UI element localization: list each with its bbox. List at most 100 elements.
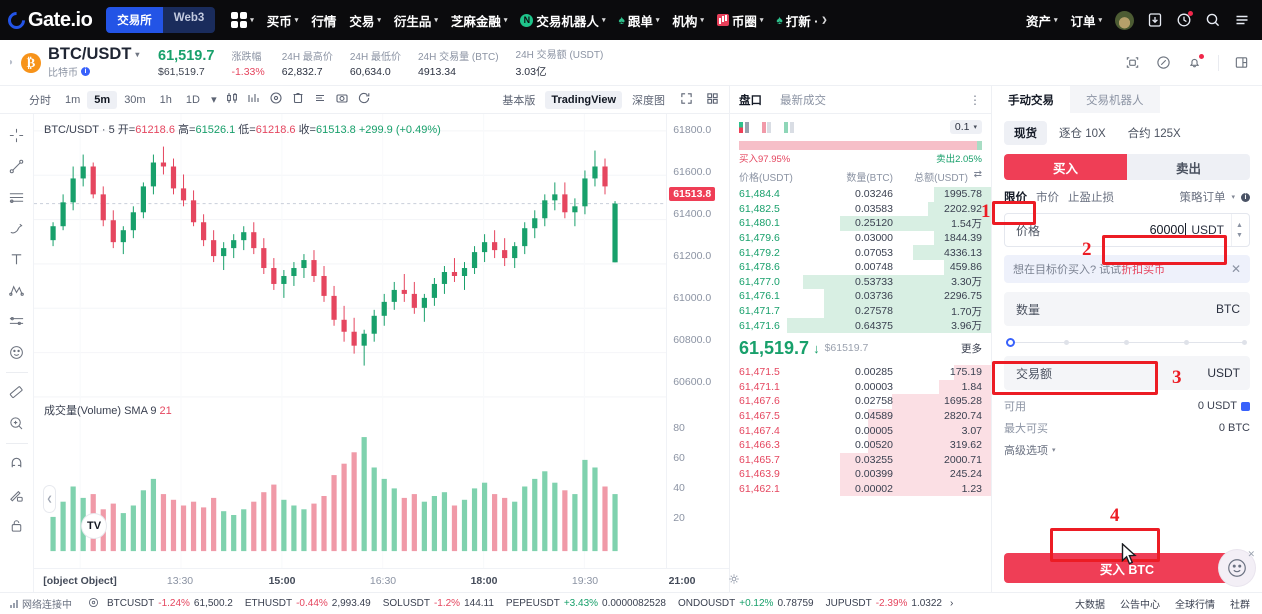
nav-item-crypto-circle[interactable]: 币圈 ▾	[716, 11, 763, 30]
nav-item-trade[interactable]: 交易 ▾	[349, 11, 381, 30]
pattern-icon[interactable]	[0, 275, 33, 306]
slider-knob[interactable]	[1006, 337, 1015, 347]
nav-item-assets[interactable]: 资产 ▾	[1026, 11, 1058, 30]
advanced-options-toggle[interactable]: 高级选项 ▾	[1004, 442, 1250, 458]
tradingview-logo[interactable]: TV	[82, 514, 106, 538]
orderbook-row[interactable]: 61,471.7 0.27578 1.70万	[730, 303, 991, 319]
nav-item-apps[interactable]: ▾	[231, 12, 254, 28]
more-link[interactable]: 更多	[961, 342, 982, 355]
close-icon[interactable]: ✕	[1230, 262, 1241, 276]
status-link-global-markets[interactable]: 全球行情	[1175, 600, 1215, 611]
status-ticker[interactable]: JUPUSDT -2.39% 1.0322	[825, 598, 942, 609]
timeframe-30m[interactable]: 30m	[124, 93, 146, 106]
orderbook-row[interactable]: 61,467.5 0.04589 2820.74	[730, 408, 991, 424]
orderbook-row[interactable]: 61,479.6 0.03000 1844.39	[730, 230, 991, 246]
orderbook-row[interactable]: 61,482.5 0.03583 2202.92	[730, 201, 991, 217]
more-tickers-arrow[interactable]: ›	[950, 598, 954, 609]
close-icon[interactable]: ✕	[1247, 549, 1255, 559]
crosshair-icon[interactable]	[0, 120, 33, 151]
amount-slider[interactable]	[1006, 334, 1248, 350]
zoom-in-icon[interactable]	[0, 408, 33, 439]
ask-rows[interactable]: 61,484.4 0.03246 1995.78 61,482.5 0.03583 220…	[730, 187, 991, 333]
status-ticker[interactable]: BTCUSDT -1.24% 61,500.2	[107, 598, 233, 609]
side-buy-button[interactable]: 买入	[1004, 154, 1127, 180]
amount-field[interactable]: 数量 BTC	[1004, 292, 1250, 326]
grid-layout-icon[interactable]	[701, 92, 723, 108]
brand-logo[interactable]: Gate.io	[4, 7, 93, 33]
search-icon[interactable]	[1205, 12, 1221, 28]
segment-web3[interactable]: Web3	[162, 7, 216, 33]
slider-tick[interactable]	[1184, 339, 1189, 345]
nav-item-markets[interactable]: 行情	[311, 11, 336, 30]
status-ticker[interactable]: ETHUSDT -0.44% 2,993.49	[244, 598, 371, 609]
orderbook-row[interactable]: 61,471.5 0.00285 175.19	[730, 364, 991, 380]
slider-tick[interactable]	[1242, 339, 1247, 345]
view-mode-depth[interactable]: 深度图	[632, 94, 665, 107]
orderbook-row[interactable]: 61,476.1 0.03736 2296.75	[730, 289, 991, 304]
orderbook-row[interactable]: 61,478.6 0.00748 459.86	[730, 259, 991, 275]
brush-icon[interactable]	[0, 213, 33, 244]
status-ticker[interactable]: PEPEUSDT +3.43% 0.0000082528	[505, 598, 666, 609]
status-link-announcements[interactable]: 公告中心	[1120, 600, 1160, 611]
compare-icon[interactable]	[265, 91, 287, 108]
nav-item-launchpad[interactable]: ♠ 打新 · ❯	[776, 11, 827, 30]
nav-item-trading-bot[interactable]: N 交易机器人 ▾	[520, 11, 605, 30]
avatar[interactable]	[1115, 10, 1134, 30]
tab-manual-trade[interactable]: 手动交易	[992, 86, 1070, 113]
lock-icon[interactable]	[0, 510, 33, 541]
buy-depth-icon[interactable]	[784, 121, 794, 133]
chevron-down-icon[interactable]: ▾	[1231, 194, 1235, 201]
compass-icon[interactable]	[1156, 55, 1172, 71]
orderbook-row[interactable]: 61,463.9 0.00399 245.24	[730, 467, 991, 482]
layout-icon[interactable]	[1234, 55, 1250, 71]
ruler-icon[interactable]	[0, 377, 33, 408]
time-axis[interactable]: [object Object] 13:30 15:00 16:30 18:00 …	[34, 568, 739, 592]
side-sell-button[interactable]: 卖出	[1127, 154, 1250, 180]
segment-exchange[interactable]: 交易所	[106, 7, 163, 33]
target-icon[interactable]	[88, 597, 99, 611]
nav-item-finance[interactable]: 芝麻金融 ▾	[451, 11, 508, 30]
more-vertical-icon[interactable]: ⋮	[969, 92, 982, 107]
sidebar-expand-toggle[interactable]: ◗	[7, 57, 15, 68]
orderbook-row[interactable]: 61,484.4 0.03246 1995.78	[730, 187, 991, 202]
slider-tick[interactable]	[1064, 339, 1069, 345]
nav-item-derivatives[interactable]: 衍生品 ▾	[394, 11, 438, 30]
orderbook-row[interactable]: 61,466.3 0.00520 319.62	[730, 437, 991, 453]
trendline-icon[interactable]	[0, 151, 33, 182]
both-depth-icon[interactable]	[739, 121, 749, 133]
camera-icon[interactable]	[331, 91, 353, 108]
clock-alert-icon[interactable]	[1176, 11, 1193, 28]
tab-recent-trades[interactable]: 最新成交	[780, 94, 826, 107]
menu-icon[interactable]	[1234, 12, 1250, 28]
nav-item-copy-trading[interactable]: ♠ 跟单 ▾	[618, 11, 659, 30]
price-field[interactable]: 价格 60000 USDT ▲ ▼	[1004, 213, 1250, 247]
chevron-down-icon[interactable]: ▾	[211, 94, 217, 106]
text-icon[interactable]	[0, 244, 33, 275]
indicator-icon[interactable]	[243, 91, 265, 108]
support-widget[interactable]: ✕	[1219, 549, 1255, 586]
bid-rows[interactable]: 61,471.5 0.00285 175.19 61,471.1 0.00003 1.84…	[730, 364, 991, 497]
fullscreen-icon[interactable]	[675, 92, 697, 108]
order-type-market[interactable]: 市价	[1036, 192, 1059, 204]
orderbook-row[interactable]: 61,479.2 0.07053 4336.13	[730, 245, 991, 260]
orderbook-row[interactable]: 61,467.6 0.02758 1695.28	[730, 394, 991, 409]
mode-spot[interactable]: 现货	[1004, 121, 1047, 145]
screenshot-icon[interactable]	[1125, 55, 1141, 71]
view-mode-tradingview[interactable]: TradingView	[545, 90, 622, 109]
orderbook-row[interactable]: 61,467.4 0.00005 3.07	[730, 423, 991, 438]
orderbook-row[interactable]: 61,471.1 0.00003 1.84	[730, 379, 991, 395]
price-chart[interactable]: BTC/USDT · 5 开=61218.6 高=61526.1 低=61218…	[34, 114, 686, 568]
orderbook-row[interactable]: 61,477.0 0.53733 3.30万	[730, 274, 991, 290]
delete-icon[interactable]	[287, 91, 309, 108]
nav-item-institution[interactable]: 机构 ▾	[672, 11, 704, 30]
order-type-strategy[interactable]: 策略订单	[1179, 192, 1226, 204]
precision-select[interactable]: 0.1 ▾	[949, 120, 982, 134]
symbol-selector[interactable]: BTC/USDT ▾ 比特币 i	[48, 46, 152, 80]
order-type-limit[interactable]: 限价	[1004, 192, 1027, 204]
magnet-icon[interactable]	[0, 448, 33, 479]
tab-trading-bot[interactable]: 交易机器人	[1070, 86, 1160, 113]
status-link-bigdata[interactable]: 大数据	[1075, 600, 1105, 611]
swap-icon[interactable]: ⇄	[973, 169, 982, 180]
total-field[interactable]: 交易额 USDT	[1004, 356, 1250, 390]
orderbook-row[interactable]: 61,471.6 0.64375 3.96万	[730, 318, 991, 333]
